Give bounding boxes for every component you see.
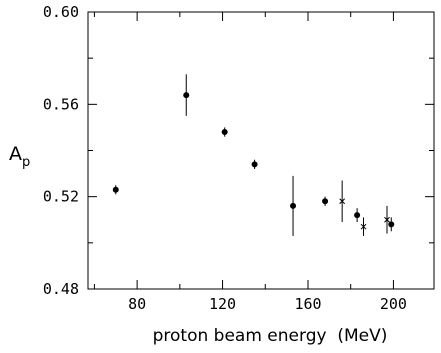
x-tick-label: 80 <box>128 295 146 313</box>
x-tick-label: 120 <box>209 295 236 313</box>
plot-frame <box>87 11 435 290</box>
x-tick-labels: 80 120 160 200 <box>128 295 407 313</box>
y-axis-label-main: A <box>9 143 22 165</box>
data-point <box>112 186 119 193</box>
x-tick-label: 160 <box>294 295 321 313</box>
data-point-cross <box>360 223 367 230</box>
data-point <box>183 92 190 99</box>
data-point <box>388 221 395 228</box>
y-tick-label: 0.60 <box>43 3 79 21</box>
data-point <box>221 129 228 136</box>
data-point-cross <box>384 216 390 223</box>
axis-ticks <box>88 11 434 290</box>
y-tick-label: 0.52 <box>43 188 79 206</box>
y-axis-label: Ap <box>9 143 30 170</box>
data-point <box>322 198 329 205</box>
y-tick-label: 0.56 <box>43 95 79 113</box>
y-tick-labels: 0.48 0.52 0.56 0.60 <box>43 3 79 298</box>
data-point <box>354 212 361 219</box>
y-tick-label: 0.48 <box>43 280 79 298</box>
data-point <box>251 161 258 168</box>
x-tick-label: 200 <box>380 295 407 313</box>
x-axis-label: proton beam energy (MeV) <box>153 326 388 346</box>
data-point <box>290 202 297 209</box>
data-point-cross <box>339 198 346 205</box>
y-axis-label-subscript: p <box>22 155 30 170</box>
data-points <box>112 74 395 236</box>
